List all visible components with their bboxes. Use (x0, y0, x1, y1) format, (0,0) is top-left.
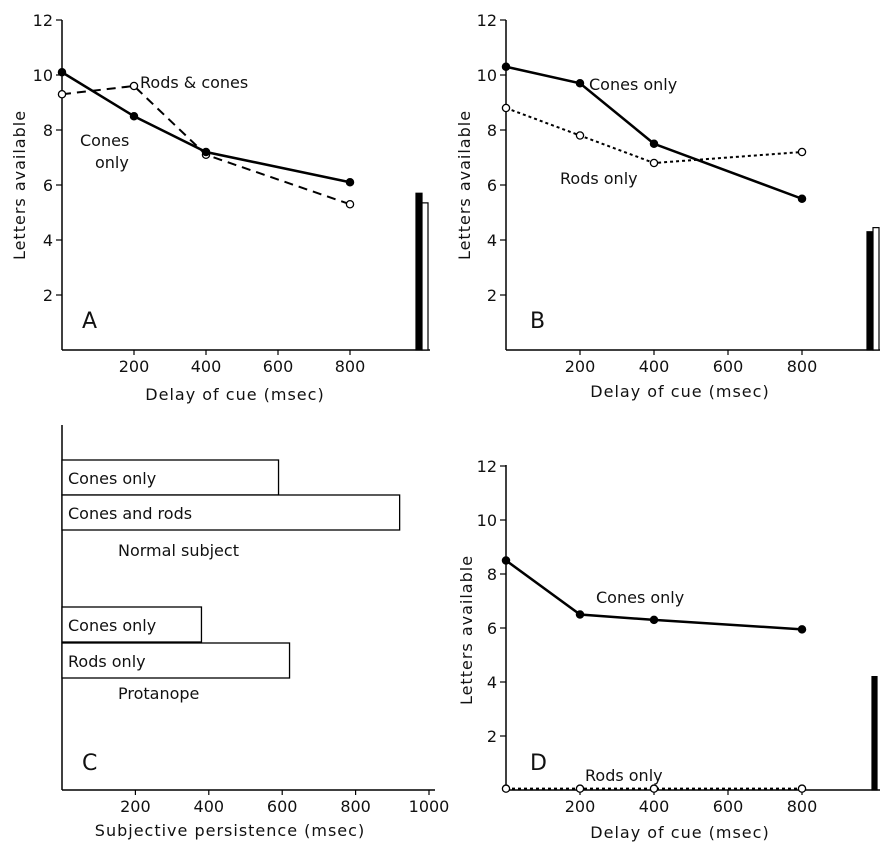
panel-c: 200 400 600 800 1000 Subjective persistence (… (62, 425, 449, 840)
group-label: Protanope (118, 684, 199, 703)
panel-d: 2 4 6 8 10 12 200 400 600 800 Delay of cue (msec) L… (457, 457, 880, 842)
data-point (650, 616, 657, 623)
data-point (130, 82, 137, 89)
data-point (650, 159, 657, 166)
data-point (130, 113, 137, 120)
x-axis-label: Delay of cue (msec) (145, 385, 324, 404)
data-point (502, 557, 509, 564)
y-tick-label: 4 (43, 231, 53, 250)
x-tick-label: 800 (787, 797, 818, 816)
reference-bar (873, 228, 879, 350)
panel-b: 2 4 6 8 10 12 200 400 600 800 Delay of cue (msec) L… (455, 11, 880, 401)
series-annotation: Rods only (560, 169, 638, 188)
data-point (502, 104, 509, 111)
data-point (576, 785, 583, 792)
y-tick-label: 12 (477, 457, 497, 476)
y-tick-label: 8 (487, 121, 497, 140)
group-label: Normal subject (118, 541, 239, 560)
x-axis-label: Delay of cue (msec) (590, 382, 769, 401)
reference-bar (872, 677, 877, 790)
y-tick-label: 10 (477, 511, 497, 530)
reference-bar (416, 193, 422, 350)
y-tick-label: 2 (487, 286, 497, 305)
x-tick-label: 400 (194, 797, 225, 816)
y-tick-label: 12 (33, 11, 53, 30)
x-tick-label: 600 (713, 797, 744, 816)
panel-letter: B (530, 309, 545, 334)
data-point (576, 80, 583, 87)
data-point (502, 63, 509, 70)
y-axis-label: Letters available (457, 555, 476, 705)
x-tick-label: 400 (639, 357, 670, 376)
x-tick-label: 800 (335, 357, 366, 376)
y-tick-label: 10 (477, 66, 497, 85)
x-tick-label: 600 (267, 797, 298, 816)
x-tick-label: 800 (340, 797, 371, 816)
panel-letter: A (82, 309, 97, 334)
data-point (798, 148, 805, 155)
data-point (798, 785, 805, 792)
data-point (798, 626, 805, 633)
series-annotation: Rods only (585, 766, 663, 785)
y-tick-label: 2 (487, 727, 497, 746)
series-annotation-line: Cones (80, 131, 129, 150)
data-point (58, 91, 65, 98)
series-annotation: Cones only (80, 131, 129, 172)
data-point (502, 785, 509, 792)
x-tick-label: 200 (120, 797, 151, 816)
x-tick-label: 400 (191, 357, 222, 376)
data-point (346, 179, 353, 186)
y-tick-label: 12 (477, 11, 497, 30)
reference-bar (422, 203, 428, 350)
y-tick-label: 6 (487, 176, 497, 195)
y-tick-label: 8 (43, 121, 53, 140)
bar-label: Rods only (68, 652, 146, 671)
series-annotation: Cones only (589, 75, 677, 94)
x-tick-label: 200 (565, 357, 596, 376)
data-point (576, 611, 583, 618)
y-axis-label: Letters available (455, 110, 474, 260)
bar-label: Cones and rods (68, 504, 192, 523)
data-point (58, 69, 65, 76)
y-tick-label: 8 (487, 565, 497, 584)
x-tick-label: 400 (639, 797, 670, 816)
y-tick-label: 4 (487, 673, 497, 692)
panel-letter: D (530, 751, 547, 776)
y-tick-label: 2 (43, 286, 53, 305)
bar-label: Cones only (68, 616, 156, 635)
y-tick-label: 10 (33, 66, 53, 85)
panel-letter: C (82, 751, 97, 776)
y-tick-label: 6 (43, 176, 53, 195)
x-axis-label: Subjective persistence (msec) (95, 821, 365, 840)
bar-label: Cones only (68, 469, 156, 488)
x-axis-label: Delay of cue (msec) (590, 823, 769, 842)
series-annotation-line: only (95, 153, 129, 172)
x-tick-label: 200 (119, 357, 150, 376)
x-tick-label: 600 (263, 357, 294, 376)
data-point (650, 785, 657, 792)
x-tick-label: 600 (713, 357, 744, 376)
data-point (202, 148, 209, 155)
data-point (650, 140, 657, 147)
data-point (576, 132, 583, 139)
data-point (346, 201, 353, 208)
x-tick-label: 1000 (409, 797, 450, 816)
x-tick-label: 200 (565, 797, 596, 816)
reference-bar (867, 232, 873, 350)
panel-a: 2 4 6 8 10 12 200 400 600 800 Delay of cue (msec) L… (10, 11, 430, 404)
series-annotation: Cones only (596, 588, 684, 607)
x-tick-label: 800 (787, 357, 818, 376)
series-annotation: Rods & cones (140, 73, 248, 92)
y-axis-label: Letters available (10, 110, 29, 260)
y-tick-label: 6 (487, 619, 497, 638)
y-tick-label: 4 (487, 231, 497, 250)
series-line (506, 108, 802, 163)
data-point (798, 195, 805, 202)
